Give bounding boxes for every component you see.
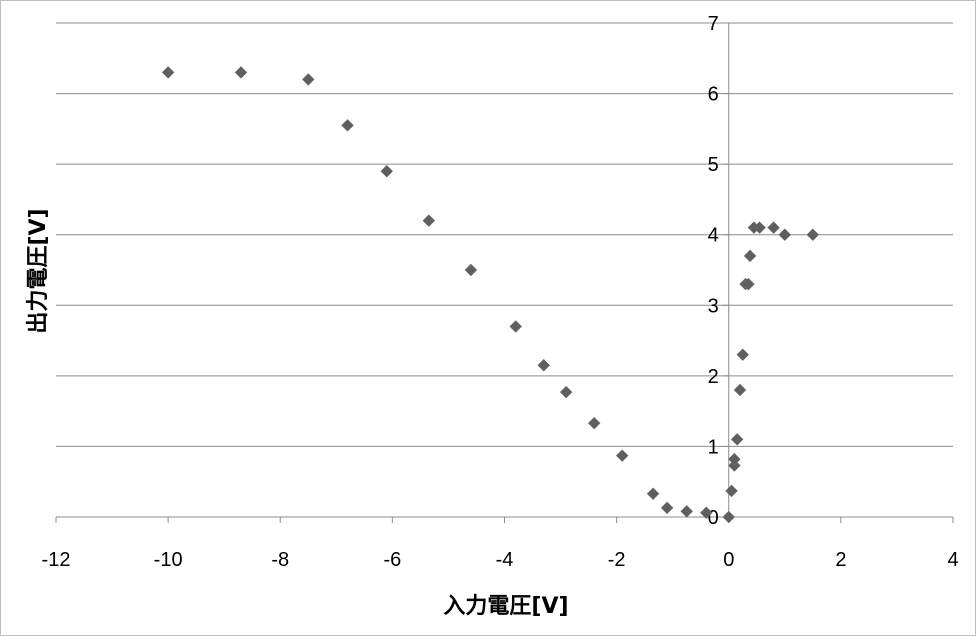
data-point [730, 433, 744, 446]
y-tick-label: 1 [708, 436, 719, 458]
data-point [742, 277, 755, 291]
axes [55, 22, 954, 523]
data-point [646, 487, 660, 501]
data-points [161, 66, 820, 524]
data-point [559, 385, 573, 399]
data-point [767, 221, 780, 235]
y-tick-label: 2 [708, 366, 719, 388]
x-axis-title: 入力電圧[V] [443, 594, 568, 619]
data-point [743, 249, 757, 263]
data-point [778, 228, 792, 242]
data-point [234, 66, 248, 79]
x-tick-label: -4 [496, 549, 514, 571]
y-tick-label: 5 [708, 154, 719, 176]
data-point [753, 221, 766, 235]
x-tick-labels: -12 -10 -8 -6 -4 -2 0 2 4 [42, 549, 959, 571]
y-tick-labels: 0 1 2 3 4 5 6 7 [708, 13, 719, 529]
data-point [680, 505, 694, 518]
data-point [806, 228, 820, 242]
x-tick-label: -12 [42, 549, 71, 571]
data-point [736, 348, 750, 362]
data-point [722, 510, 736, 524]
data-point [660, 501, 674, 515]
data-point [699, 506, 713, 520]
data-point [464, 263, 478, 277]
x-tick-label: 0 [723, 549, 734, 571]
data-point [301, 73, 315, 86]
data-point [587, 416, 601, 430]
x-tick-label: -8 [271, 549, 289, 571]
gridlines [56, 22, 953, 447]
data-point [725, 484, 738, 498]
y-tick-label: 4 [708, 225, 719, 247]
y-axis-title: 出力電圧[V] [26, 208, 51, 333]
y-tick-label: 6 [708, 84, 719, 106]
y-tick-label: 7 [708, 13, 719, 35]
data-point [509, 320, 523, 333]
data-point [161, 66, 175, 79]
data-point [380, 164, 394, 178]
x-tick-label: -2 [608, 549, 626, 571]
y-tick-label: 3 [708, 295, 719, 317]
data-point [341, 118, 354, 132]
data-point [733, 383, 747, 397]
data-point [728, 452, 741, 466]
data-point [537, 358, 551, 372]
x-tick-label: -6 [383, 549, 401, 571]
data-point [422, 214, 436, 227]
data-point [615, 449, 629, 462]
y-tick-label: 0 [708, 507, 719, 529]
x-tick-label: 4 [947, 549, 958, 571]
x-tick-label: 2 [835, 549, 846, 571]
x-tick-label: -10 [154, 549, 183, 571]
